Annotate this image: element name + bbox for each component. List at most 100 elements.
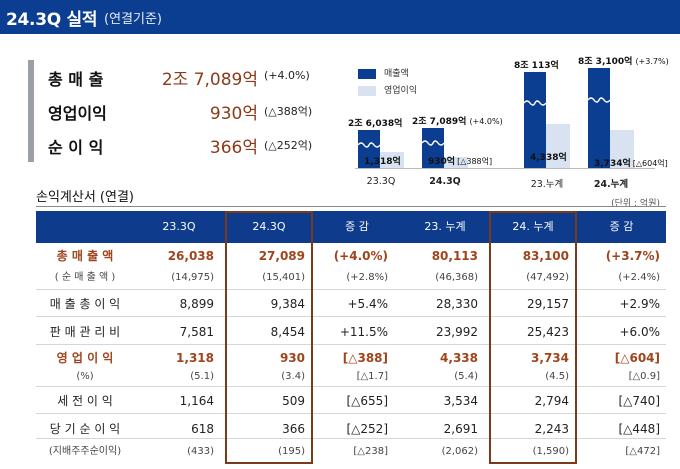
revenue-bar	[422, 128, 444, 168]
revenue-value-label: 8조 3,100억	[578, 57, 633, 67]
x-axis-label: 24.누계	[593, 179, 629, 190]
legend-swatch-op-income	[358, 85, 376, 96]
row-label: 당 기 순 이 익	[49, 422, 121, 436]
table-row: 매 출 총 이 익 8,899 9,384 +5.4% 28,330 29,157 +2.9…	[36, 292, 666, 316]
row-divider	[36, 386, 666, 387]
page-header: 24.3Q 실적 (연결기준)	[0, 0, 680, 34]
axis-break-icon	[588, 97, 610, 103]
revenue-value-label: 8조 113억	[514, 61, 559, 71]
table-cell: [△388]	[342, 351, 388, 365]
table-cell: 23,992	[436, 325, 478, 339]
chart-baseline	[355, 168, 655, 169]
row-divider	[36, 413, 666, 414]
header-cell: 증 감	[609, 220, 634, 233]
table-row: ( 순 매 출 액 ) (14,975) (15,401) (+2.8%) (46,36…	[36, 268, 666, 288]
legend-label: 영업이익	[384, 86, 418, 96]
page-subtitle: (연결기준)	[104, 12, 162, 27]
x-axis-label: 24.3Q	[429, 176, 461, 187]
row-divider	[36, 438, 666, 439]
table-cell: (14,975)	[171, 272, 214, 283]
table-cell: 26,038	[167, 249, 214, 263]
summary-value: 2조 7,089억	[161, 70, 258, 90]
row-label: 세 전 이 익	[57, 394, 113, 408]
legend-swatch-revenue	[358, 68, 376, 79]
table-cell: [△604]	[614, 351, 660, 365]
revenue-value-label: 2조 7,089억	[412, 117, 467, 127]
table-row: (%) (5.1) (3.4) [△1.7] (5.4) (4.5) [△0.9]	[36, 369, 666, 385]
table-row: (지배주주순이익) (433) (195) [△238] (2,062) (1,590) […	[36, 441, 666, 463]
table-cell: 8,454	[270, 325, 305, 339]
table-cell: [△655]	[346, 394, 389, 408]
axis-break-icon	[422, 140, 444, 146]
table-cell: 2,691	[443, 422, 478, 436]
table-cell: [△448]	[618, 422, 661, 436]
revenue-bar	[358, 130, 380, 168]
table-cell: 4,338	[440, 351, 478, 365]
row-divider	[36, 344, 666, 345]
table-cell: (4.5)	[545, 371, 569, 382]
axis-break-icon	[358, 142, 380, 148]
header-cell: 24. 누계	[512, 220, 554, 233]
table-cell: (195)	[278, 446, 305, 457]
table-header: 23.3Q 24.3Q 증 감 23. 누계 24. 누계 증 감	[36, 211, 666, 243]
revenue-data-label: 8조 113억	[514, 58, 559, 71]
row-label: (%)	[76, 371, 94, 382]
revenue-bar	[524, 72, 546, 168]
table-cell: +5.4%	[347, 297, 388, 311]
table-cell: 509	[282, 394, 305, 408]
summary-value: 930억	[209, 104, 258, 124]
table-cell: [△0.9]	[628, 371, 660, 382]
table-cell: 930	[279, 351, 305, 365]
op-income-change-label: [△388억]	[457, 157, 493, 166]
summary-label: 영업이익	[48, 104, 107, 123]
header-cell: 23.3Q	[162, 220, 196, 233]
table-cell: [△252]	[346, 422, 389, 436]
table-cell: 28,330	[436, 297, 478, 311]
table-row: 판 매 관 리 비 7,581 8,454 +11.5% 23,992 25,423 +6.…	[36, 320, 666, 344]
highlight-box-24-3q	[225, 211, 313, 464]
table-cell: (3.4)	[281, 371, 305, 382]
table-cell: (5.1)	[190, 371, 214, 382]
table-cell: +2.9%	[619, 297, 660, 311]
summary-label: 총 매 출	[48, 70, 104, 89]
op-income-bar	[380, 152, 404, 168]
x-axis-label: 23.3Q	[366, 176, 396, 187]
table-cell: 2,794	[534, 394, 569, 408]
table-cell: (46,368)	[435, 272, 478, 283]
row-label: 영 업 이 익	[56, 351, 114, 365]
summary-change: (△252억)	[264, 139, 313, 152]
table-cell: 7,581	[179, 325, 214, 339]
op-income-value-label: 930억	[428, 157, 456, 167]
revenue-bar	[588, 68, 610, 168]
table-cell: (+2.8%)	[346, 272, 388, 283]
op-income-value-label: 3,734억	[594, 159, 631, 169]
table-cell: (15,401)	[262, 272, 305, 283]
x-axis-label: 23.누계	[530, 179, 564, 190]
summary-box: 총 매 출 2조 7,089억 (+4.0%) 영업이익 930억 (△388억…	[28, 60, 312, 162]
row-label: ( 순 매 출 액 )	[54, 272, 116, 283]
revenue-data-label: 2조 7,089억 (+4.0%)	[412, 114, 503, 127]
table-cell: (+2.4%)	[618, 272, 660, 283]
table-cell: (47,492)	[526, 272, 569, 283]
legend-revenue: 매출액	[358, 66, 409, 79]
summary-revenue: 총 매 출 2조 7,089억 (+4.0%)	[48, 66, 318, 90]
page-title: 24.3Q 실적	[6, 10, 98, 30]
table-unit: (단위 : 억원)	[611, 199, 660, 209]
summary-value: 366억	[209, 138, 258, 158]
op-income-data-label: 3,734억 [△604억]	[594, 156, 668, 169]
header-cell-blank	[36, 211, 134, 243]
table-cell: [△238]	[353, 446, 388, 457]
table-cell: (433)	[187, 446, 214, 457]
summary-operating-income: 영업이익 930억 (△388억)	[48, 100, 318, 124]
axis-break-icon	[524, 100, 546, 106]
row-divider	[36, 316, 666, 317]
table-cell: (+3.7%)	[605, 249, 660, 263]
header-cell: 24.3Q	[252, 220, 286, 233]
table-cell: 9,384	[270, 297, 305, 311]
summary-label: 순 이 익	[48, 138, 104, 157]
table-row: 총 매 출 액 26,038 27,089 (+4.0%) 80,113 83,100 (+…	[36, 245, 666, 267]
table-cell: 1,318	[176, 351, 214, 365]
summary-change: (+4.0%)	[264, 69, 310, 82]
table-cell: (+4.0%)	[333, 249, 388, 263]
table-cell: [△740]	[618, 394, 661, 408]
